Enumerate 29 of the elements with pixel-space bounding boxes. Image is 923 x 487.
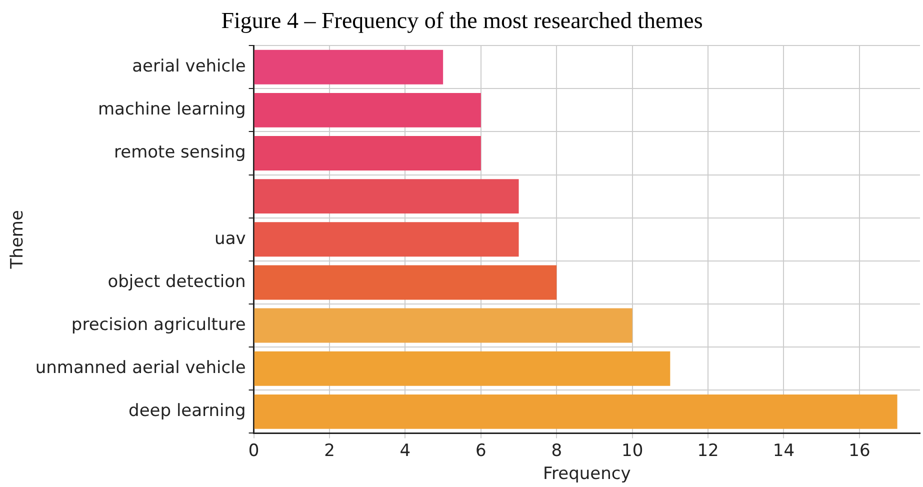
bar (254, 222, 519, 257)
y-tick-label: machine learning (98, 100, 246, 120)
x-tick-label: 2 (324, 440, 335, 461)
bar (254, 265, 557, 300)
bar (254, 50, 444, 84)
x-tick-label: 4 (400, 440, 411, 461)
y-tick-label: remote sensing (114, 142, 246, 163)
x-tick-label: 10 (622, 440, 644, 461)
x-tick-label: 8 (551, 440, 562, 461)
x-axis-title: Frequency (542, 464, 631, 484)
y-tick-label: uav (214, 228, 246, 249)
y-tick-label: object detection (108, 272, 246, 292)
chart-title: Figure 4 – Frequency of the most researched themes (221, 8, 703, 33)
bar (254, 308, 632, 343)
bar (254, 136, 481, 170)
bar (254, 179, 519, 214)
bar (254, 92, 481, 128)
bar (254, 351, 670, 386)
y-tick-label: unmanned aerial vehicle (35, 358, 246, 378)
x-tick-label: 14 (772, 440, 795, 461)
y-tick-label: precision agriculture (71, 314, 246, 335)
x-tick-label: 6 (476, 440, 486, 461)
y-tick-label: deep learning (128, 401, 246, 422)
x-tick-label: 12 (697, 440, 719, 461)
y-axis-title: Theme (8, 210, 28, 270)
x-tick-label: 16 (848, 440, 870, 461)
bar (254, 394, 898, 429)
x-tick-label: 0 (248, 440, 260, 461)
y-tick-label: aerial vehicle (132, 56, 246, 77)
